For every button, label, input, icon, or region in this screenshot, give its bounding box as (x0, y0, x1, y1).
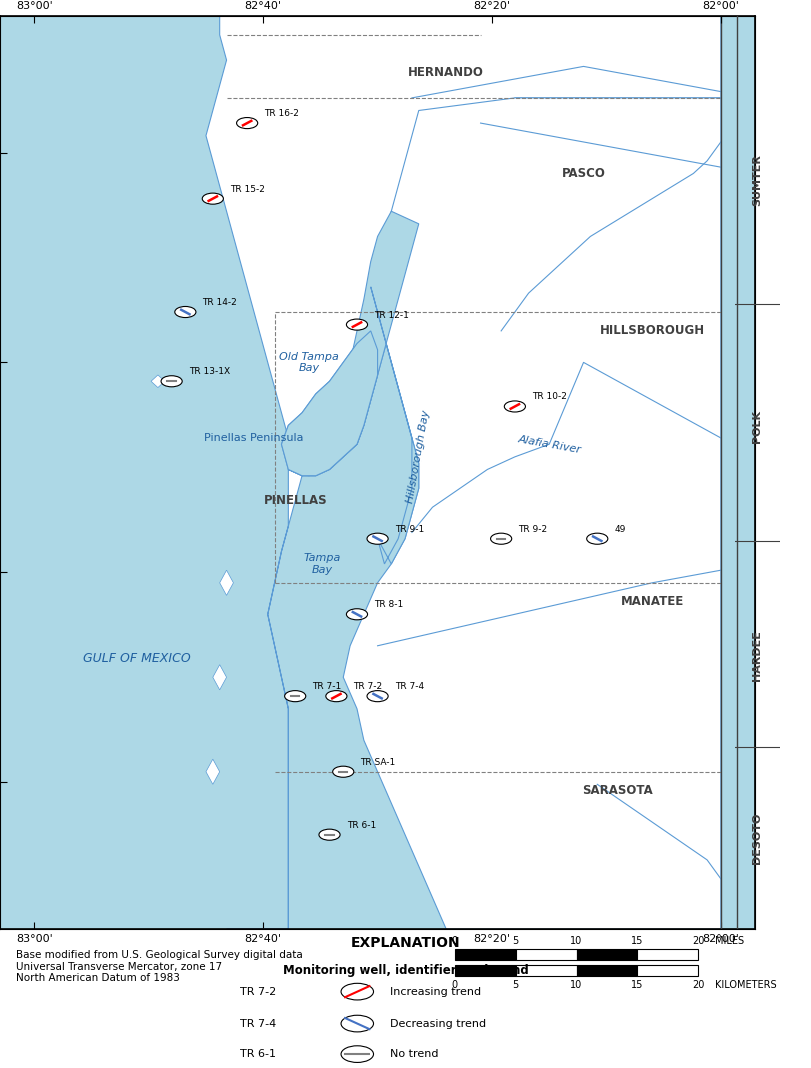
Text: 5: 5 (512, 979, 518, 990)
Text: TR 13-1X: TR 13-1X (189, 367, 230, 376)
Text: PASCO: PASCO (561, 167, 605, 179)
Ellipse shape (341, 1016, 373, 1032)
Ellipse shape (504, 400, 525, 412)
Polygon shape (151, 375, 165, 388)
Text: EXPLANATION: EXPLANATION (350, 936, 461, 951)
Ellipse shape (341, 984, 373, 1000)
Bar (515, 948, 576, 960)
Polygon shape (0, 16, 720, 475)
Text: Tampa
Bay: Tampa Bay (303, 553, 341, 575)
Polygon shape (371, 287, 418, 564)
Bar (454, 965, 515, 976)
Text: Old Tampa
Bay: Old Tampa Bay (279, 351, 338, 373)
Text: SARASOTA: SARASOTA (581, 784, 652, 797)
Text: DESOTO: DESOTO (751, 812, 762, 864)
Text: Pinellas Peninsula: Pinellas Peninsula (204, 433, 303, 443)
Text: MANATEE: MANATEE (620, 595, 683, 608)
Text: TR 15-2: TR 15-2 (230, 185, 264, 193)
Text: TR 7-4: TR 7-4 (239, 1019, 276, 1028)
Text: Base modified from U.S. Geological Survey digital data
Universal Transverse Merc: Base modified from U.S. Geological Surve… (16, 951, 303, 984)
Ellipse shape (490, 533, 511, 545)
Ellipse shape (586, 533, 607, 545)
Bar (637, 965, 697, 976)
Ellipse shape (319, 829, 340, 841)
Text: TR 10-2: TR 10-2 (531, 392, 566, 402)
Text: TR SA-1: TR SA-1 (360, 757, 395, 767)
Bar (637, 948, 697, 960)
Text: MILES: MILES (714, 936, 743, 946)
Text: Monitoring well, identifier, and trend: Monitoring well, identifier, and trend (283, 963, 528, 977)
Text: TR 7-4: TR 7-4 (394, 682, 423, 691)
Text: TR 14-2: TR 14-2 (202, 298, 237, 307)
Ellipse shape (367, 533, 388, 545)
Text: 49: 49 (614, 524, 625, 534)
Polygon shape (220, 570, 233, 595)
Text: HERNANDO: HERNANDO (408, 66, 483, 79)
Ellipse shape (236, 117, 257, 128)
Bar (454, 948, 515, 960)
Text: Increasing trend: Increasing trend (389, 987, 480, 996)
Text: Alafia River: Alafia River (516, 434, 581, 455)
Text: No trend: No trend (389, 1049, 438, 1059)
Text: 0: 0 (451, 979, 457, 990)
Ellipse shape (346, 319, 367, 330)
Bar (576, 965, 637, 976)
Ellipse shape (161, 376, 182, 387)
Text: PINELLAS: PINELLAS (263, 494, 327, 507)
Text: TR 6-1: TR 6-1 (346, 820, 375, 830)
Polygon shape (212, 664, 226, 690)
Bar (576, 948, 637, 960)
Text: TR 12-1: TR 12-1 (374, 311, 409, 319)
Text: TR 9-1: TR 9-1 (394, 524, 423, 534)
Polygon shape (206, 759, 220, 784)
Text: KILOMETERS: KILOMETERS (714, 979, 775, 990)
Text: TR 7-2: TR 7-2 (353, 682, 382, 691)
Text: 0: 0 (451, 936, 457, 946)
Text: 10: 10 (569, 979, 582, 990)
Text: 20: 20 (691, 979, 704, 990)
Ellipse shape (341, 1046, 373, 1063)
Text: TR 8-1: TR 8-1 (374, 600, 403, 609)
Text: 5: 5 (512, 936, 518, 946)
Text: TR 7-2: TR 7-2 (239, 987, 276, 996)
Text: HARDEE: HARDEE (751, 630, 762, 680)
Ellipse shape (346, 609, 367, 619)
Text: HILLSBOROUGH: HILLSBOROUGH (599, 325, 704, 337)
Bar (515, 965, 576, 976)
Text: TR 6-1: TR 6-1 (240, 1049, 276, 1059)
Text: 15: 15 (630, 936, 643, 946)
Text: POLK: POLK (751, 410, 762, 443)
Ellipse shape (202, 193, 223, 204)
Ellipse shape (285, 691, 306, 702)
Text: Hillsborough Bay: Hillsborough Bay (406, 409, 431, 504)
Text: 10: 10 (569, 936, 582, 946)
Text: TR 9-2: TR 9-2 (517, 524, 547, 534)
Text: Decreasing trend: Decreasing trend (389, 1019, 485, 1028)
Ellipse shape (333, 766, 354, 778)
Text: GULF OF MEXICO: GULF OF MEXICO (84, 651, 191, 665)
Polygon shape (281, 331, 377, 475)
Ellipse shape (367, 691, 388, 702)
Polygon shape (288, 211, 418, 475)
Polygon shape (226, 331, 377, 929)
Text: TR 7-1: TR 7-1 (312, 682, 341, 691)
Polygon shape (343, 98, 720, 929)
Text: SUMTER: SUMTER (751, 155, 762, 206)
Ellipse shape (174, 307, 195, 317)
Ellipse shape (325, 691, 346, 702)
Text: 15: 15 (630, 979, 643, 990)
Text: 20: 20 (691, 936, 704, 946)
Text: TR 16-2: TR 16-2 (264, 109, 298, 119)
